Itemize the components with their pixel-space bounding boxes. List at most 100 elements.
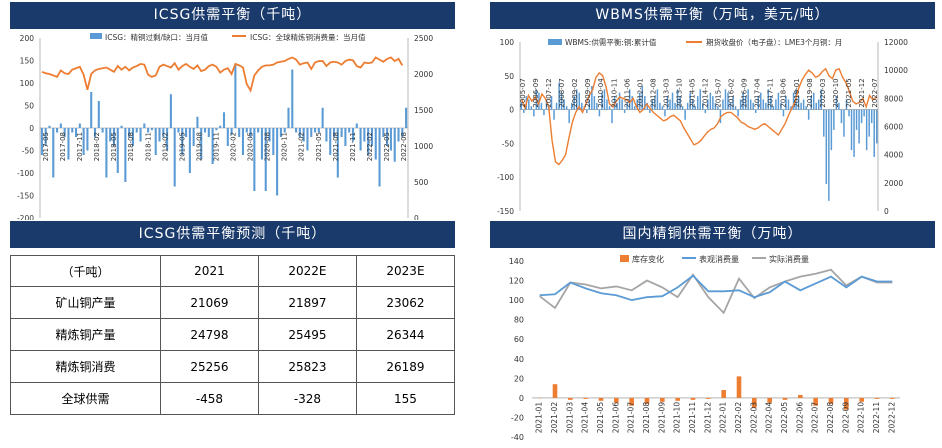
balance-bar <box>523 109 525 113</box>
inventory-bar <box>583 397 588 399</box>
x-tick-label: 2019-08 <box>806 78 814 107</box>
balance-bar <box>616 102 618 110</box>
balance-bar <box>762 99 765 110</box>
y-tick-label: 20 <box>514 374 524 383</box>
balance-bar <box>777 92 780 110</box>
balance-bar <box>742 92 744 110</box>
x-tick-label: 2020-11 <box>281 132 289 161</box>
y-left-tick-label: 50 <box>24 102 34 111</box>
x-tick-label: 2007-12 <box>545 78 553 107</box>
surplus-bar <box>147 128 150 133</box>
surplus-bar <box>287 107 290 128</box>
balance-bar <box>575 89 578 110</box>
table-cell: 21069 <box>159 286 259 319</box>
balance-bar <box>712 96 714 110</box>
balance-bar <box>621 99 623 110</box>
balance-bar <box>581 102 583 110</box>
balance-bar <box>802 99 805 110</box>
surplus-bar <box>158 128 161 142</box>
surplus-bar <box>226 128 229 146</box>
x-tick-label: 2022-11 <box>872 402 881 434</box>
y-tick-label: -40 <box>511 433 524 442</box>
y-tick-label: 60 <box>514 335 524 344</box>
table-header-row: （千吨） 2021 2022E 2023E <box>10 255 456 287</box>
x-tick-label: 2018-05 <box>110 132 118 161</box>
balance-bar <box>628 89 631 110</box>
surplus-bar <box>340 128 343 137</box>
inventory-bar <box>629 397 634 406</box>
x-tick-label: 2021-05 <box>315 132 323 161</box>
surplus-bar <box>370 128 374 146</box>
legend-label-consumption: ICSG：全球精炼铜消费量：当月值 <box>250 32 366 42</box>
surplus-bar <box>82 128 85 155</box>
lme-price-line <box>521 67 877 166</box>
y-tick-label: 100 <box>509 296 524 305</box>
y-right-tick-label: 2000 <box>884 179 903 188</box>
surplus-bar <box>355 123 358 128</box>
icsg-balance-chart: ICSG：精铜过剩/缺口：当月值 ICSG：全球精炼铜消费量：当月值 200 150 1… <box>17 32 433 220</box>
inventory-bar <box>844 397 849 410</box>
balance-bar <box>654 96 656 110</box>
x-tick-label: 2022-10 <box>857 402 866 434</box>
surplus-bar <box>143 123 146 128</box>
balance-bar <box>603 89 606 110</box>
surplus-bar <box>268 128 271 142</box>
x-tick-label: 2013-10 <box>675 78 683 107</box>
balance-bar <box>860 109 863 124</box>
balance-bar <box>659 102 661 110</box>
x-tick-label: 2009-09 <box>584 78 592 107</box>
consumption-line <box>41 56 404 93</box>
balance-bar <box>578 92 581 110</box>
surplus-bar <box>276 128 279 196</box>
balance-bar <box>772 106 775 110</box>
y-right-tick-label: 1000 <box>414 142 433 151</box>
surplus-bar <box>279 128 282 137</box>
surplus-bar <box>185 128 188 137</box>
surplus-bar <box>101 128 104 133</box>
balance-bar <box>780 102 782 110</box>
balance-bar <box>865 109 868 151</box>
surplus-bar <box>264 128 267 191</box>
legend-swatch-inventory <box>620 255 629 262</box>
surplus-bar <box>90 92 93 128</box>
table-header-cell: （千吨） <box>10 255 161 287</box>
surplus-bar <box>162 128 165 137</box>
balance-bar <box>732 96 734 110</box>
x-tick-label: 2018-11 <box>144 132 152 161</box>
surplus-bar <box>306 128 309 151</box>
balance-bar <box>744 96 747 110</box>
table-cell: 26344 <box>355 318 456 351</box>
balance-bar <box>598 109 601 117</box>
surplus-bar <box>135 128 138 133</box>
surplus-bar <box>374 128 377 160</box>
surplus-bar <box>166 128 169 151</box>
balance-bar <box>623 109 626 113</box>
balance-bar <box>533 109 535 117</box>
balance-bar <box>833 109 835 130</box>
inventory-bar <box>798 394 803 398</box>
balance-bar <box>626 102 628 110</box>
balance-bar <box>840 109 843 124</box>
x-tick-label: 2022-04 <box>765 402 774 434</box>
balance-bar <box>646 102 649 110</box>
balance-bar <box>714 102 717 110</box>
y-left-tick-label: -50 <box>22 147 34 156</box>
balance-bar <box>724 89 727 110</box>
surplus-bar <box>74 128 78 137</box>
balance-bar <box>674 102 676 110</box>
x-tick-label: 2014-05 <box>688 78 696 107</box>
balance-bar <box>641 85 644 110</box>
surplus-bar <box>302 128 305 142</box>
x-tick-label: 2022-01 <box>719 402 728 434</box>
legend-swatch-balance <box>548 39 562 45</box>
balance-bar <box>727 92 729 110</box>
surplus-bar <box>169 94 172 128</box>
balance-bar <box>797 96 800 110</box>
surplus-bar <box>196 116 199 128</box>
balance-bar <box>689 92 691 110</box>
x-tick-label: 2017-11 <box>76 132 84 161</box>
legend-label-balance: WBMS:供需平衡:铜:累计值 <box>565 37 657 47</box>
x-tick-label: 2021-12 <box>858 78 866 107</box>
table-cell: 25823 <box>257 350 357 383</box>
balance-bar <box>636 99 638 110</box>
